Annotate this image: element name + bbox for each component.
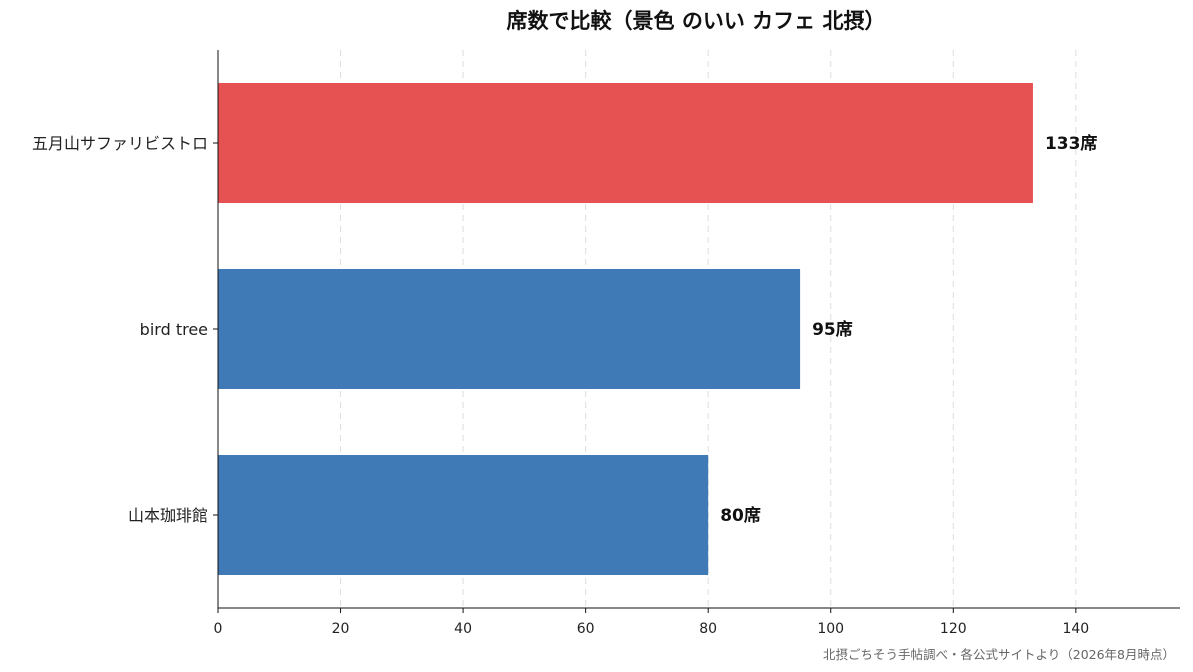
x-tick-label: 40 [454, 621, 472, 637]
data-label: 80席 [720, 505, 761, 526]
x-ticks: 0 20 40 60 80 100 120 140 [214, 608, 1089, 637]
x-tick-label: 80 [699, 621, 717, 637]
category-label: 山本珈琲館 [128, 506, 208, 525]
bar [218, 269, 801, 389]
category-label: 五月山サファリビストロ [32, 134, 208, 153]
data-label: 133席 [1045, 133, 1098, 154]
x-tick-label: 60 [577, 621, 595, 637]
x-tick-label: 140 [1062, 621, 1089, 637]
category-label: bird tree [140, 320, 208, 339]
bars-layer [218, 83, 1033, 575]
x-tick-label: 100 [817, 621, 844, 637]
category-labels: 五月山サファリビストロ bird tree 山本珈琲館 [32, 134, 218, 525]
x-tick-label: 0 [214, 621, 223, 637]
data-labels: 133席 95席 80席 [720, 133, 1097, 526]
bar [218, 455, 709, 575]
data-label: 95席 [812, 319, 853, 340]
x-tick-label: 120 [940, 621, 967, 637]
x-tick-label: 20 [332, 621, 350, 637]
chart-title: 席数で比較（景色 のいい カフェ 北摂） [507, 9, 886, 33]
bar [218, 83, 1033, 203]
source-note: 北摂ごちそう手帖調べ・各公式サイトより（2026年8月時点） [823, 647, 1175, 662]
